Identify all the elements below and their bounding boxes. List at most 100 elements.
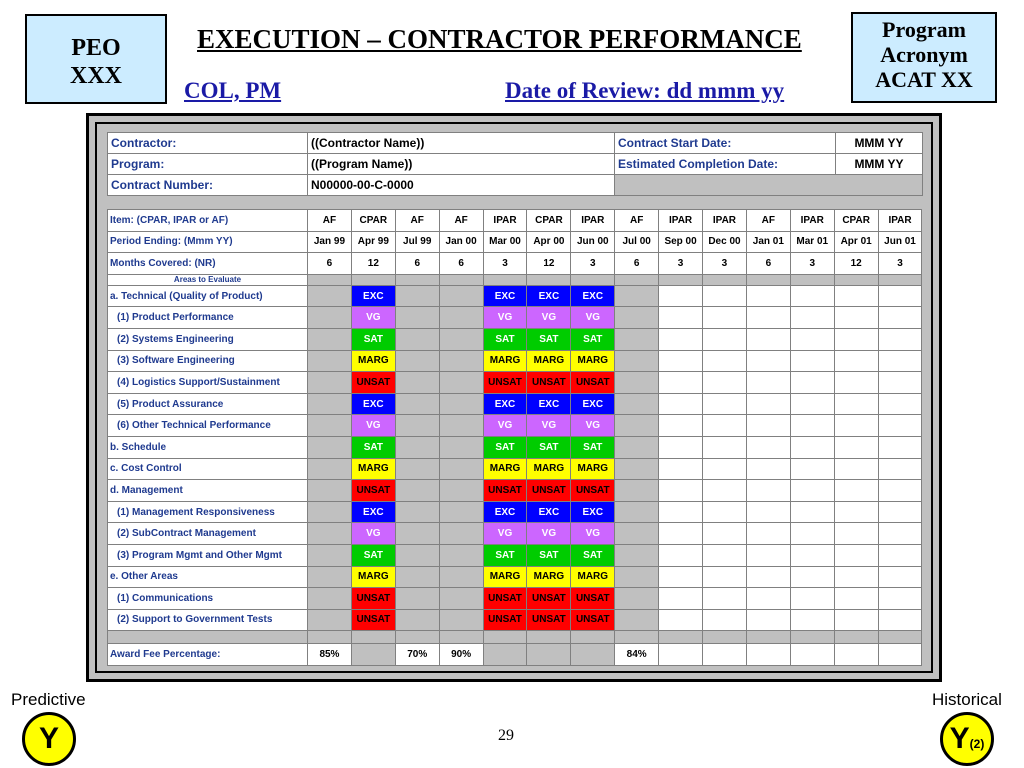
areas-spacer-cell (658, 273, 704, 286)
empty-cell (614, 174, 923, 196)
rating-cell: EXC (350, 392, 396, 416)
period-cell: Apr 00 (526, 230, 572, 254)
evaluation-row: (4) Logistics Support/Sustainment UNSAT UN… (107, 371, 923, 394)
empty-rating-cell (614, 479, 660, 502)
period-cell: Jan 99 (307, 230, 352, 254)
acronym-line1: Program (882, 17, 966, 42)
empty-rating-cell (438, 522, 484, 545)
rating-cell: MARG (570, 457, 616, 481)
empty-rating-cell (307, 522, 352, 545)
months-cell: 12 (526, 252, 572, 275)
empty-rating-cell (702, 608, 747, 632)
empty-rating-cell (658, 435, 704, 459)
program-row: Program: ((Program Name)) Estimated Comp… (107, 153, 923, 175)
empty-rating-cell (789, 457, 835, 481)
months-row-label: Months Covered: (NR) (107, 252, 308, 275)
award-fee-cell: 90% (438, 643, 484, 666)
period-cell: Apr 01 (833, 230, 879, 254)
empty-rating-cell (614, 543, 660, 567)
completion-date-value: MMM YY (835, 153, 923, 175)
rating-cell: UNSAT (482, 479, 528, 502)
rating-cell: MARG (482, 457, 528, 481)
rating-cell: VG (526, 522, 572, 545)
empty-rating-cell (877, 414, 923, 437)
award-fee-cell (570, 643, 616, 666)
empty-rating-cell (702, 479, 747, 502)
award-fee-cell (482, 643, 528, 666)
empty-rating-cell (307, 608, 352, 632)
empty-rating-cell (789, 565, 835, 589)
empty-rating-cell (438, 543, 484, 567)
empty-rating-cell (614, 371, 660, 394)
areas-spacer-cell (526, 273, 572, 286)
empty-rating-cell (394, 349, 440, 373)
empty-rating-cell (833, 457, 879, 481)
predictive-rating-badge: Y (22, 712, 76, 766)
empty-rating-cell (658, 587, 704, 610)
months-cell: 12 (350, 252, 396, 275)
evaluation-row: (2) Support to Government Tests UNSAT UNSA… (107, 608, 923, 632)
areas-spacer-cell (833, 273, 879, 286)
rating-cell: EXC (482, 392, 528, 416)
contractor-row: Contractor: ((Contractor Name)) Contract… (107, 132, 923, 154)
empty-rating-cell (614, 565, 660, 589)
empty-rating-cell (438, 371, 484, 394)
period-cell: Apr 99 (350, 230, 396, 254)
months-cell: 3 (877, 252, 923, 275)
empty-rating-cell (658, 457, 704, 481)
award-fee-cell (526, 643, 572, 666)
empty-rating-cell (877, 284, 923, 308)
empty-rating-cell (307, 587, 352, 610)
evaluation-area-label: (1) Communications (107, 587, 308, 610)
rating-cell: EXC (350, 284, 396, 308)
areas-spacer-cell (394, 273, 440, 286)
rating-cell: SAT (482, 327, 528, 351)
areas-spacer-cell (614, 273, 660, 286)
rating-cell: EXC (526, 284, 572, 308)
rating-cell: UNSAT (526, 479, 572, 502)
empty-rating-cell (702, 306, 747, 329)
item-type-cell: CPAR (350, 209, 396, 232)
rating-cell: SAT (526, 327, 572, 351)
empty-rating-cell (702, 522, 747, 545)
rating-cell: UNSAT (482, 608, 528, 632)
evaluation-row: (3) Program Mgmt and Other Mgmt SAT SAT SAT… (107, 543, 923, 567)
empty-rating-cell (745, 414, 791, 437)
empty-rating-cell (658, 392, 704, 416)
evaluation-row: c. Cost Control MARG MARG MARG MARG (107, 457, 923, 481)
empty-rating-cell (394, 457, 440, 481)
evaluation-area-label: (4) Logistics Support/Sustainment (107, 371, 308, 394)
spacer-cell (570, 630, 616, 645)
empty-rating-cell (789, 327, 835, 351)
empty-rating-cell (394, 327, 440, 351)
empty-rating-cell (394, 392, 440, 416)
empty-rating-cell (877, 500, 923, 524)
empty-rating-cell (745, 543, 791, 567)
award-fee-cell: 84% (614, 643, 660, 666)
date-of-review-link[interactable]: Date of Review: dd mmm yy (505, 78, 785, 103)
empty-rating-cell (745, 284, 791, 308)
empty-rating-cell (438, 327, 484, 351)
peo-line1: PEO (71, 35, 121, 61)
empty-rating-cell (789, 349, 835, 373)
item-type-cell: IPAR (702, 209, 747, 232)
empty-rating-cell (833, 608, 879, 632)
empty-rating-cell (833, 543, 879, 567)
col-pm-link[interactable]: COL, PM (184, 78, 282, 103)
spacer-cell (833, 630, 879, 645)
rating-cell: EXC (482, 500, 528, 524)
rating-cell: UNSAT (526, 587, 572, 610)
evaluation-area-label: d. Management (107, 479, 308, 502)
empty-rating-cell (394, 479, 440, 502)
empty-rating-cell (307, 414, 352, 437)
evaluation-area-label: c. Cost Control (107, 457, 308, 481)
rating-cell: MARG (482, 565, 528, 589)
rating-cell: UNSAT (482, 587, 528, 610)
empty-rating-cell (789, 306, 835, 329)
spacer-cell (350, 630, 396, 645)
evaluation-row: (1) Management Responsiveness EXC EXC EXC EX… (107, 500, 923, 524)
award-fee-cell (745, 643, 791, 666)
empty-rating-cell (745, 522, 791, 545)
item-type-cell: AF (745, 209, 791, 232)
empty-rating-cell (702, 327, 747, 351)
